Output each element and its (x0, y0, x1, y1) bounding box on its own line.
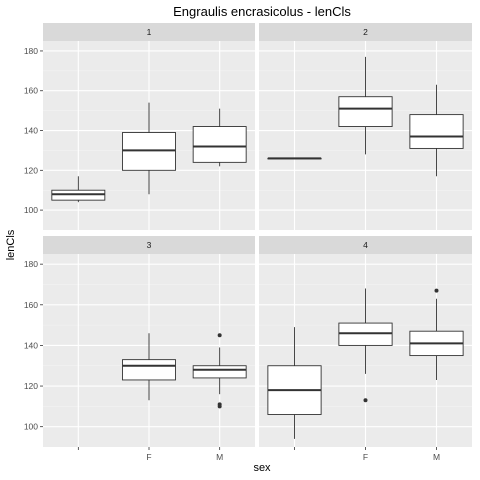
facet-panel-2: 2 (259, 23, 472, 230)
facet-strip-label: 4 (363, 240, 368, 250)
outlier-point (218, 333, 222, 337)
x-tick-label: F (146, 452, 151, 462)
y-axis-title: lenCls (5, 229, 17, 260)
box-iqr (339, 323, 392, 345)
facet-panel-4: 4 F M (259, 236, 472, 462)
box-iqr (193, 127, 246, 163)
y-tick-label: 160 (24, 300, 38, 310)
x-axis-title: sex (253, 462, 271, 474)
facet-strip-label: 1 (147, 27, 152, 37)
facet-strip-label: 2 (363, 27, 368, 37)
chart-title: Engraulis encrasicolus - lenCls (173, 4, 351, 19)
x-tick-label: F (363, 452, 368, 462)
facet-panel-3: 3 100 120 140 160 180 F M (24, 236, 255, 462)
facet-panel-1: 1 100 120 140 160 180 (24, 23, 255, 230)
box-iqr (193, 366, 246, 378)
y-tick-label: 160 (24, 86, 38, 96)
x-tick-label: M (216, 452, 223, 462)
y-tick-label: 120 (24, 165, 38, 175)
outlier-point (435, 289, 439, 293)
facet-panels: 1 100 120 140 160 180 2 3 100 120 140 160 180 F M 4 F M (24, 23, 472, 462)
y-tick-label: 100 (24, 205, 38, 215)
facet-strip-label: 3 (147, 240, 152, 250)
boxplot-unknown-panel-2 (268, 158, 321, 159)
outlier-point (218, 404, 222, 408)
box-iqr (339, 97, 392, 127)
y-tick-label: 140 (24, 340, 38, 350)
box-iqr (410, 115, 463, 149)
outlier-point (364, 398, 368, 402)
y-tick-label: 140 (24, 126, 38, 136)
y-tick-label: 180 (24, 259, 38, 269)
x-tick-label: M (433, 452, 440, 462)
y-tick-label: 120 (24, 381, 38, 391)
box-iqr (123, 360, 176, 380)
y-tick-label: 180 (24, 46, 38, 56)
y-tick-label: 100 (24, 422, 38, 432)
